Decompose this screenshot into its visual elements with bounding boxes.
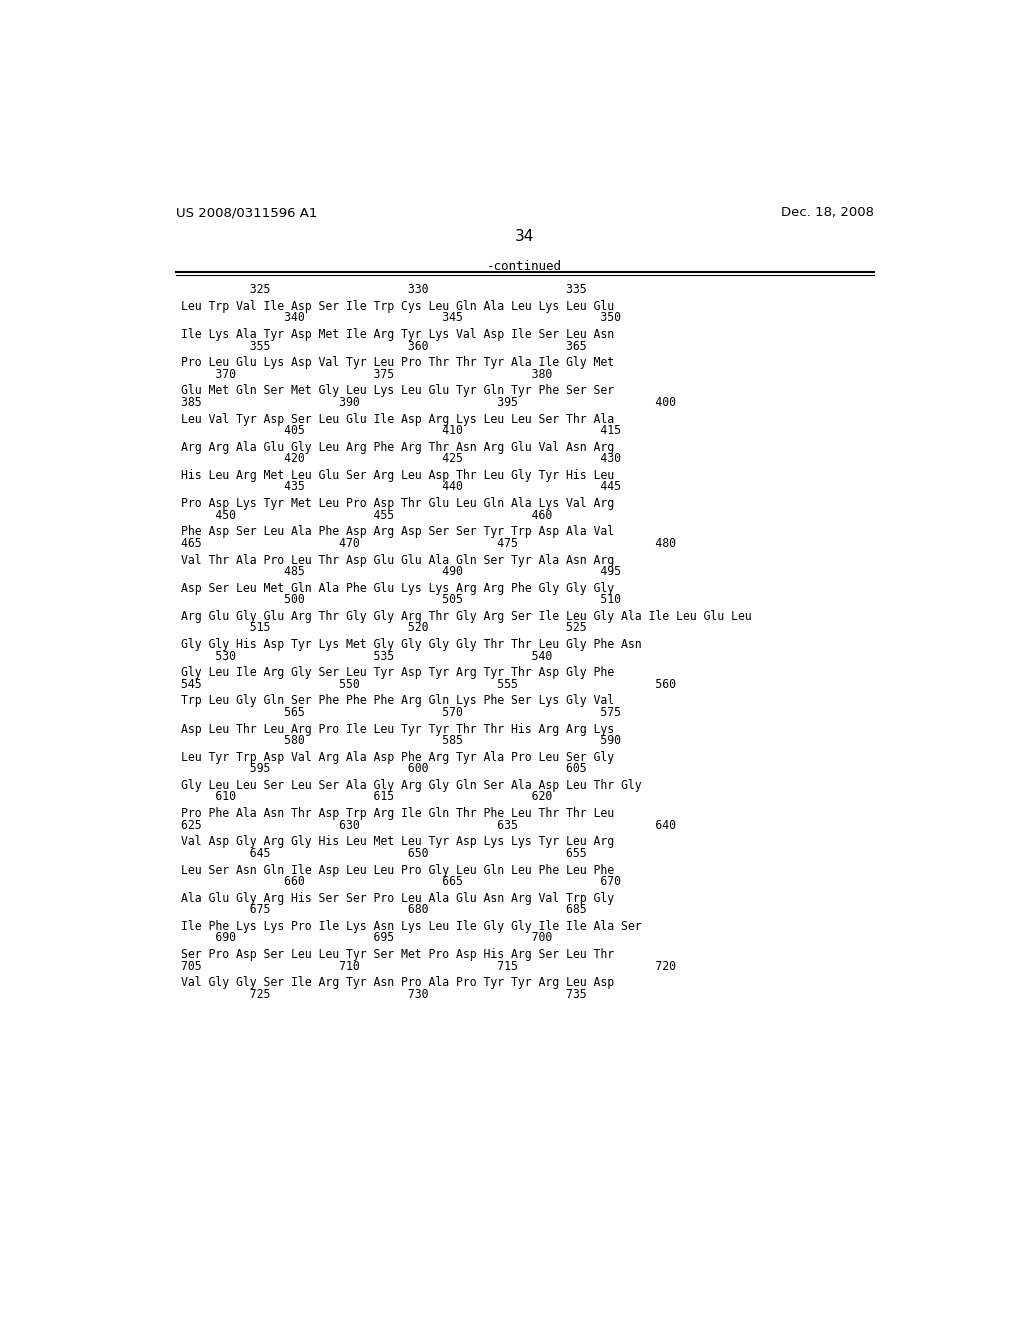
Text: Pro Phe Ala Asn Thr Asp Trp Arg Ile Gln Thr Phe Leu Thr Thr Leu: Pro Phe Ala Asn Thr Asp Trp Arg Ile Gln … <box>180 808 613 820</box>
Text: Ser Pro Asp Ser Leu Leu Tyr Ser Met Pro Asp His Arg Ser Leu Thr: Ser Pro Asp Ser Leu Leu Tyr Ser Met Pro … <box>180 948 613 961</box>
Text: 405                    410                    415: 405 410 415 <box>180 424 621 437</box>
Text: 435                    440                    445: 435 440 445 <box>180 480 621 494</box>
Text: Arg Glu Gly Glu Arg Thr Gly Gly Arg Thr Gly Arg Ser Ile Leu Gly Ala Ile Leu Glu : Arg Glu Gly Glu Arg Thr Gly Gly Arg Thr … <box>180 610 752 623</box>
Text: 565                    570                    575: 565 570 575 <box>180 706 621 719</box>
Text: 340                    345                    350: 340 345 350 <box>180 312 621 325</box>
Text: Gly Leu Leu Ser Leu Ser Ala Gly Arg Gly Gln Ser Ala Asp Leu Thr Gly: Gly Leu Leu Ser Leu Ser Ala Gly Arg Gly … <box>180 779 641 792</box>
Text: 690                    695                    700: 690 695 700 <box>180 932 552 944</box>
Text: 610                    615                    620: 610 615 620 <box>180 791 552 804</box>
Text: 420                    425                    430: 420 425 430 <box>180 453 621 465</box>
Text: 465                    470                    475                    480: 465 470 475 480 <box>180 537 676 549</box>
Text: 385                    390                    395                    400: 385 390 395 400 <box>180 396 676 409</box>
Text: 580                    585                    590: 580 585 590 <box>180 734 621 747</box>
Text: 660                    665                    670: 660 665 670 <box>180 875 621 888</box>
Text: 450                    455                    460: 450 455 460 <box>180 508 552 521</box>
Text: 705                    710                    715                    720: 705 710 715 720 <box>180 960 676 973</box>
Text: Arg Arg Ala Glu Gly Leu Arg Phe Arg Thr Asn Arg Glu Val Asn Arg: Arg Arg Ala Glu Gly Leu Arg Phe Arg Thr … <box>180 441 613 454</box>
Text: Ala Glu Gly Arg His Ser Ser Pro Leu Ala Glu Asn Arg Val Trp Gly: Ala Glu Gly Arg His Ser Ser Pro Leu Ala … <box>180 892 613 904</box>
Text: US 2008/0311596 A1: US 2008/0311596 A1 <box>176 206 317 219</box>
Text: 595                    600                    605: 595 600 605 <box>180 762 587 775</box>
Text: 625                    630                    635                    640: 625 630 635 640 <box>180 818 676 832</box>
Text: 370                    375                    380: 370 375 380 <box>180 368 552 380</box>
Text: 485                    490                    495: 485 490 495 <box>180 565 621 578</box>
Text: -continued: -continued <box>487 260 562 273</box>
Text: Trp Leu Gly Gln Ser Phe Phe Phe Arg Gln Lys Phe Ser Lys Gly Val: Trp Leu Gly Gln Ser Phe Phe Phe Arg Gln … <box>180 694 613 708</box>
Text: Val Thr Ala Pro Leu Thr Asp Glu Glu Ala Gln Ser Tyr Ala Asn Arg: Val Thr Ala Pro Leu Thr Asp Glu Glu Ala … <box>180 553 613 566</box>
Text: Glu Met Gln Ser Met Gly Leu Lys Leu Glu Tyr Gln Tyr Phe Ser Ser: Glu Met Gln Ser Met Gly Leu Lys Leu Glu … <box>180 384 613 397</box>
Text: 675                    680                    685: 675 680 685 <box>180 903 587 916</box>
Text: Leu Ser Asn Gln Ile Asp Leu Leu Pro Gly Leu Gln Leu Phe Leu Phe: Leu Ser Asn Gln Ile Asp Leu Leu Pro Gly … <box>180 863 613 876</box>
Text: Leu Tyr Trp Asp Val Arg Ala Asp Phe Arg Tyr Ala Pro Leu Ser Gly: Leu Tyr Trp Asp Val Arg Ala Asp Phe Arg … <box>180 751 613 764</box>
Text: 645                    650                    655: 645 650 655 <box>180 846 587 859</box>
Text: Dec. 18, 2008: Dec. 18, 2008 <box>780 206 873 219</box>
Text: Gly Gly His Asp Tyr Lys Met Gly Gly Gly Gly Thr Thr Leu Gly Phe Asn: Gly Gly His Asp Tyr Lys Met Gly Gly Gly … <box>180 638 641 651</box>
Text: Asp Leu Thr Leu Arg Pro Ile Leu Tyr Tyr Thr Thr His Arg Arg Lys: Asp Leu Thr Leu Arg Pro Ile Leu Tyr Tyr … <box>180 722 613 735</box>
Text: Phe Asp Ser Leu Ala Phe Asp Arg Asp Ser Ser Tyr Trp Asp Ala Val: Phe Asp Ser Leu Ala Phe Asp Arg Asp Ser … <box>180 525 613 539</box>
Text: Asp Ser Leu Met Gln Ala Phe Glu Lys Lys Arg Arg Phe Gly Gly Gly: Asp Ser Leu Met Gln Ala Phe Glu Lys Lys … <box>180 582 613 595</box>
Text: His Leu Arg Met Leu Glu Ser Arg Leu Asp Thr Leu Gly Tyr His Leu: His Leu Arg Met Leu Glu Ser Arg Leu Asp … <box>180 469 613 482</box>
Text: Leu Trp Val Ile Asp Ser Ile Trp Cys Leu Gln Ala Leu Lys Leu Glu: Leu Trp Val Ile Asp Ser Ile Trp Cys Leu … <box>180 300 613 313</box>
Text: 515                    520                    525: 515 520 525 <box>180 622 587 635</box>
Text: Pro Leu Glu Lys Asp Val Tyr Leu Pro Thr Thr Tyr Ala Ile Gly Met: Pro Leu Glu Lys Asp Val Tyr Leu Pro Thr … <box>180 356 613 370</box>
Text: 530                    535                    540: 530 535 540 <box>180 649 552 663</box>
Text: Ile Lys Ala Tyr Asp Met Ile Arg Tyr Lys Val Asp Ile Ser Leu Asn: Ile Lys Ala Tyr Asp Met Ile Arg Tyr Lys … <box>180 329 613 341</box>
Text: Ile Phe Lys Lys Pro Ile Lys Asn Lys Leu Ile Gly Gly Ile Ile Ala Ser: Ile Phe Lys Lys Pro Ile Lys Asn Lys Leu … <box>180 920 641 933</box>
Text: Val Asp Gly Arg Gly His Leu Met Leu Tyr Asp Lys Lys Tyr Leu Arg: Val Asp Gly Arg Gly His Leu Met Leu Tyr … <box>180 836 613 849</box>
Text: 725                    730                    735: 725 730 735 <box>180 987 587 1001</box>
Text: 500                    505                    510: 500 505 510 <box>180 593 621 606</box>
Text: 34: 34 <box>515 230 535 244</box>
Text: Leu Val Tyr Asp Ser Leu Glu Ile Asp Arg Lys Leu Leu Ser Thr Ala: Leu Val Tyr Asp Ser Leu Glu Ile Asp Arg … <box>180 413 613 425</box>
Text: 355                    360                    365: 355 360 365 <box>180 339 587 352</box>
Text: 545                    550                    555                    560: 545 550 555 560 <box>180 677 676 690</box>
Text: 325                    330                    335: 325 330 335 <box>180 284 587 296</box>
Text: Gly Leu Ile Arg Gly Ser Leu Tyr Asp Tyr Arg Tyr Thr Asp Gly Phe: Gly Leu Ile Arg Gly Ser Leu Tyr Asp Tyr … <box>180 667 613 680</box>
Text: Pro Asp Lys Tyr Met Leu Pro Asp Thr Glu Leu Gln Ala Lys Val Arg: Pro Asp Lys Tyr Met Leu Pro Asp Thr Glu … <box>180 498 613 511</box>
Text: Val Gly Gly Ser Ile Arg Tyr Asn Pro Ala Pro Tyr Tyr Arg Leu Asp: Val Gly Gly Ser Ile Arg Tyr Asn Pro Ala … <box>180 977 613 989</box>
